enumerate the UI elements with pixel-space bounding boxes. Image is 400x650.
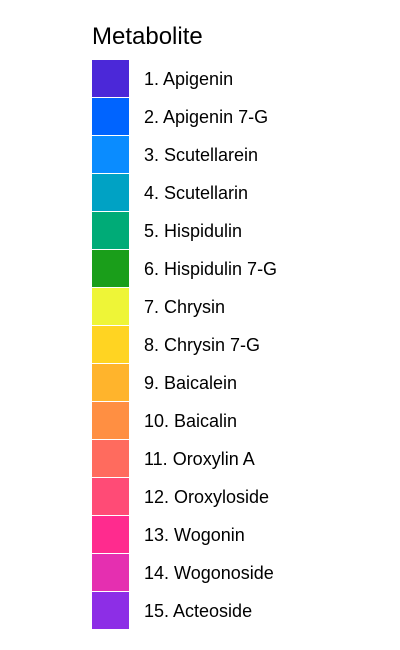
legend-label: 14. Wogonoside	[144, 563, 274, 583]
legend-label: 8. Chrysin 7-G	[144, 335, 261, 355]
legend-entry: 13. Wogonin	[92, 516, 392, 554]
legend-label: 9. Baicalein	[144, 373, 238, 393]
legend-swatch	[92, 440, 129, 478]
legend-label: 2. Apigenin 7-G	[144, 107, 269, 127]
legend-entry: 10. Baicalin	[92, 402, 392, 440]
legend-title: Metabolite	[92, 23, 203, 50]
legend-swatch	[92, 402, 129, 440]
legend-label: 11. Oroxylin A	[144, 449, 255, 469]
legend-entry: 2. Apigenin 7-G	[92, 98, 392, 136]
legend-label: 1. Apigenin	[144, 69, 234, 89]
legend-swatch	[92, 250, 129, 288]
legend-label: 5. Hispidulin	[144, 221, 243, 241]
legend-swatch	[92, 516, 129, 554]
legend-label: 7. Chrysin	[144, 297, 226, 317]
legend-swatch	[92, 478, 129, 516]
legend-swatch	[92, 592, 129, 630]
legend-swatch	[92, 98, 129, 136]
legend-swatch	[92, 554, 129, 592]
legend-swatch	[92, 174, 129, 212]
legend-swatch	[92, 288, 129, 326]
legend-swatch	[92, 364, 129, 402]
legend-swatch	[92, 326, 129, 364]
legend-swatch	[92, 212, 129, 250]
legend-entry: 4. Scutellarin	[92, 174, 392, 212]
legend-label: 10. Baicalin	[144, 411, 238, 431]
legend-entry: 12. Oroxyloside	[92, 478, 392, 516]
legend-entry: 3. Scutellarein	[92, 136, 392, 174]
legend-label: 15. Acteoside	[144, 601, 253, 621]
legend-swatch	[92, 136, 129, 174]
legend-swatch	[92, 60, 129, 98]
legend-label: 4. Scutellarin	[144, 183, 249, 203]
legend-label: 12. Oroxyloside	[144, 487, 270, 507]
legend-entry: 8. Chrysin 7-G	[92, 326, 392, 364]
legend-entry: 6. Hispidulin 7-G	[92, 250, 392, 288]
legend-entry: 7. Chrysin	[92, 288, 392, 326]
legend-entry: 15. Acteoside	[92, 592, 392, 630]
legend-entries: 1. Apigenin 2. Apigenin 7-G 3. Scutellarei…	[92, 60, 392, 630]
legend-label: 3. Scutellarein	[144, 145, 259, 165]
legend-label: 6. Hispidulin 7-G	[144, 259, 278, 279]
legend-entry: 5. Hispidulin	[92, 212, 392, 250]
legend-label: 13. Wogonin	[144, 525, 245, 545]
legend-entry: 11. Oroxylin A	[92, 440, 392, 478]
legend-entry: 9. Baicalein	[92, 364, 392, 402]
legend-entry: 14. Wogonoside	[92, 554, 392, 592]
legend-entry: 1. Apigenin	[92, 60, 392, 98]
